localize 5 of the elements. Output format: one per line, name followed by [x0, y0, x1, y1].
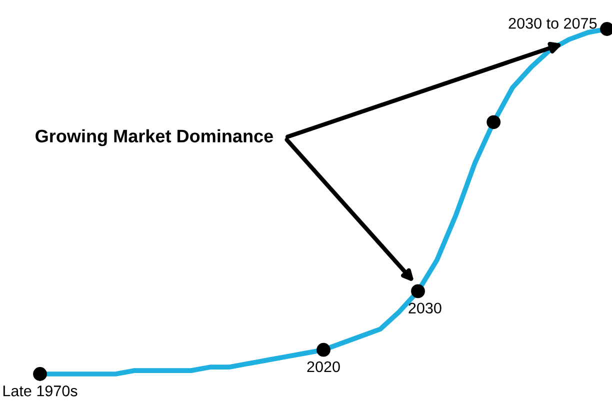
- annotation: 2020: [307, 361, 340, 372]
- annotation: 2030: [408, 302, 442, 314]
- annotation: Growing Market Dominance: [36, 129, 273, 146]
- text: 2030 to 2075: [508, 18, 597, 29]
- annotation: Late 1970s: [3, 386, 78, 396]
